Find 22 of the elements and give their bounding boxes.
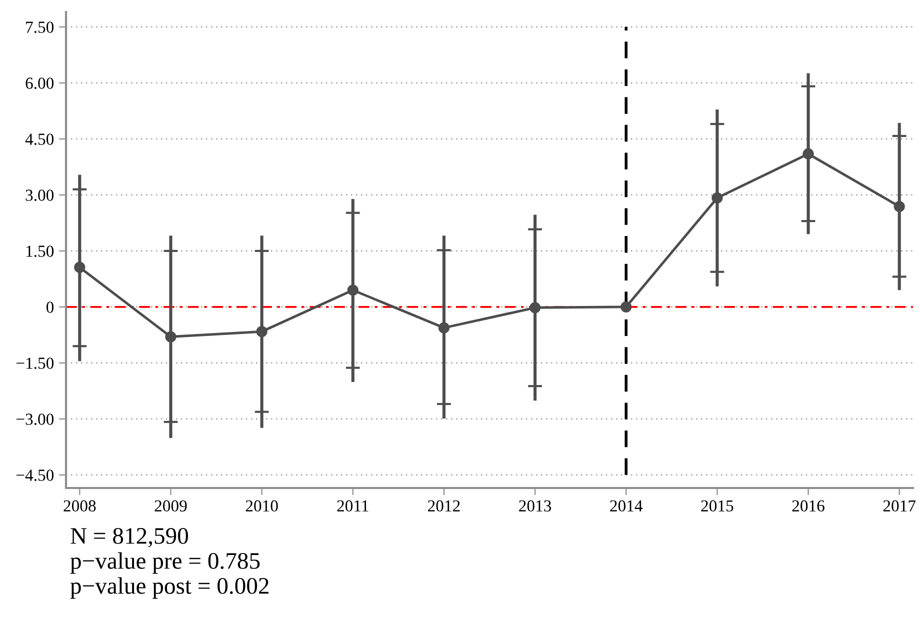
x-tick-label: 2012 [428, 500, 460, 512]
x-tick-label: 2009 [154, 500, 187, 512]
y-tick-label: 4.50 [25, 134, 54, 145]
x-tick-label: 2011 [337, 500, 368, 512]
text: p−value post = 0.002 [70, 577, 268, 599]
y-tick-label: 3.00 [26, 190, 54, 201]
text: N = 812,590 [70, 528, 188, 548]
x-tick-label: 2013 [519, 500, 552, 512]
x-tick-label: 2008 [64, 500, 96, 512]
y-tick-label: 6.00 [26, 78, 54, 89]
y-tick-label: 0 [46, 302, 54, 313]
y-tick-label: −4.50 [16, 470, 54, 481]
x-tick-label: 2014 [610, 500, 643, 512]
text: p−value pre = 0.785 [70, 552, 260, 574]
x-tick-label: 2016 [792, 500, 824, 512]
x-tick-label: 2010 [246, 500, 278, 512]
y-tick-label: 1.50 [26, 246, 54, 257]
x-tick-label: 2015 [701, 500, 734, 512]
y-tick-label: −3.00 [16, 414, 54, 425]
y-tick-label: −1.50 [16, 358, 54, 369]
x-tick-label: 2017 [883, 500, 916, 512]
y-tick-label: 7.50 [26, 22, 54, 33]
